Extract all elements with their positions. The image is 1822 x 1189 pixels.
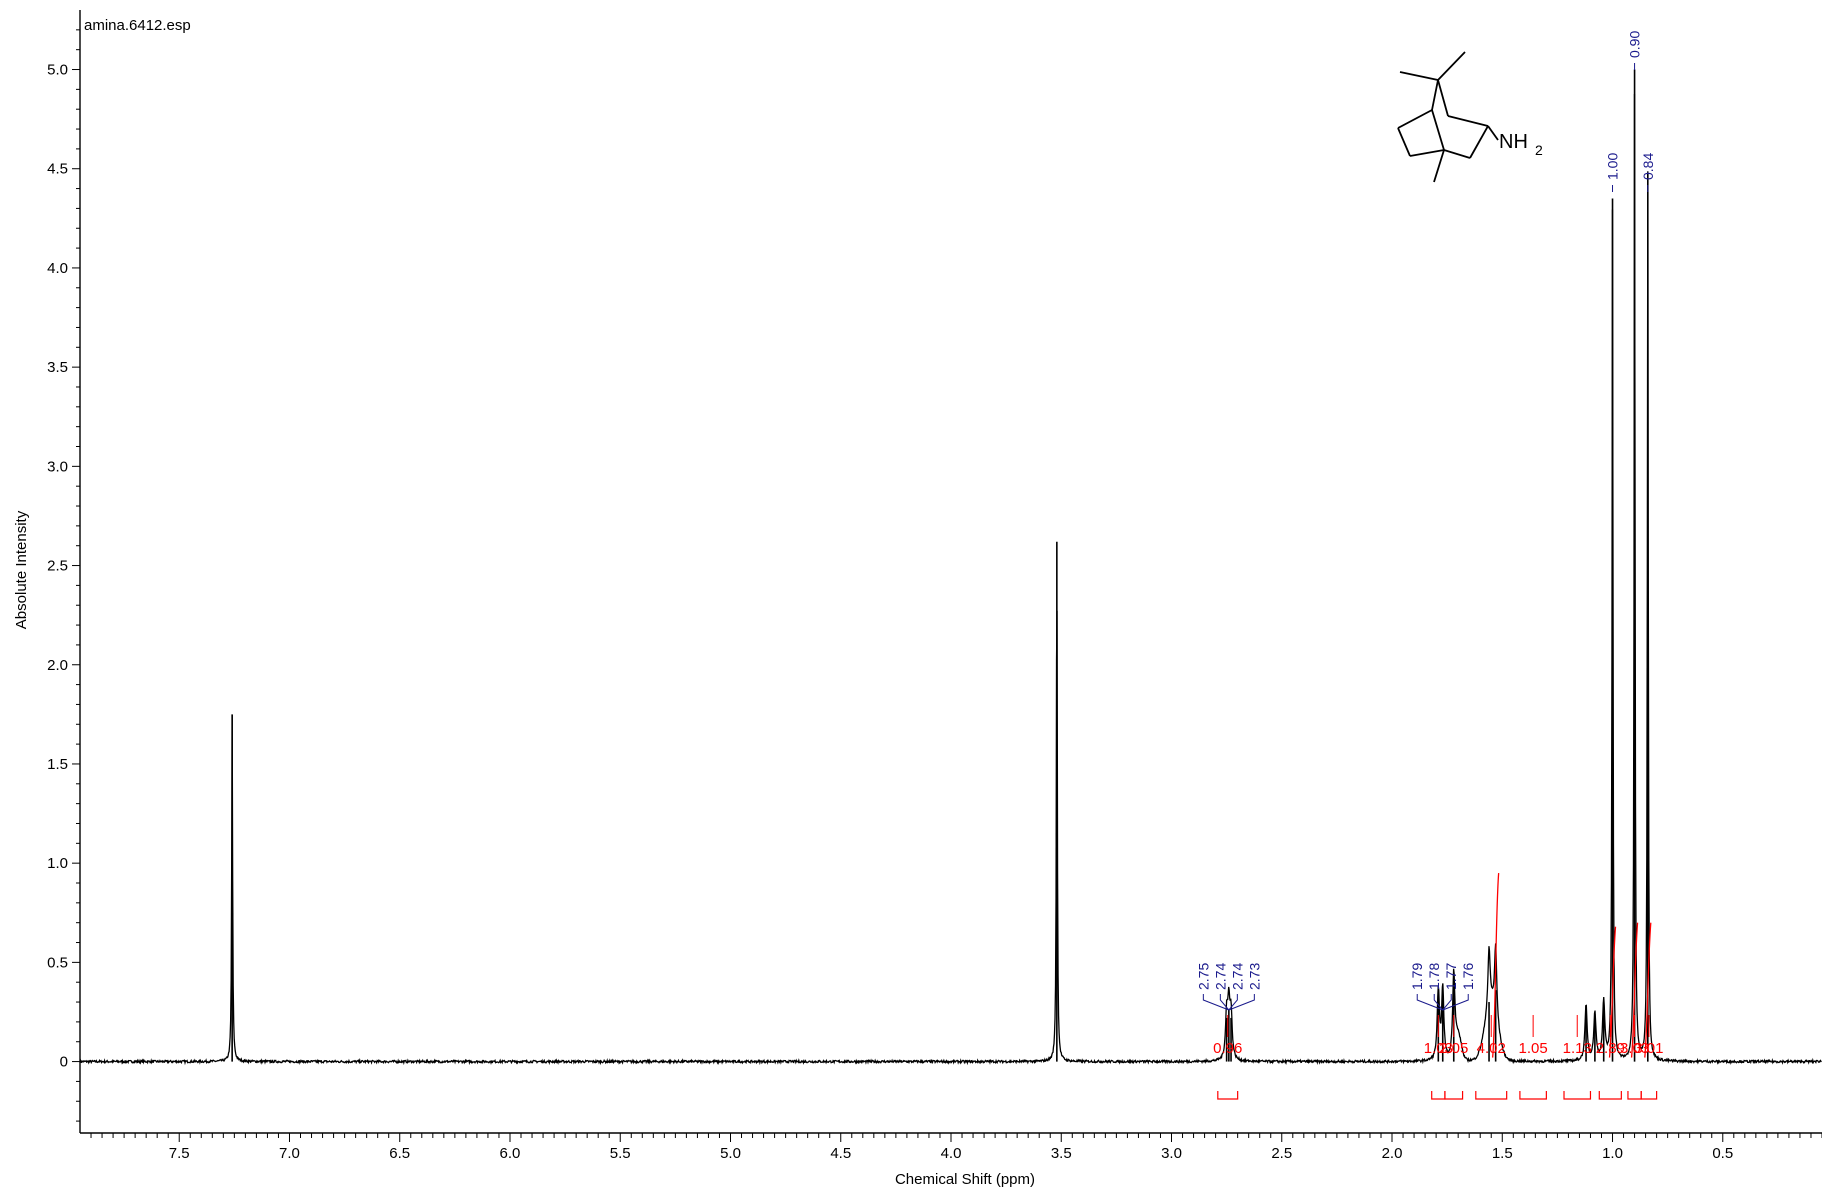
peak-label-connector [1219,994,1230,1011]
spectrum-line [79,93,1822,1066]
peak-labels: 2.75 2.74 2.74 2.73 1.79 1.78 1.77 1.761.000.90… [1195,31,1656,1011]
peak-label: 0.84 [1640,153,1656,180]
x-tick-label: 5.5 [610,1145,631,1162]
spectrum-trace [79,69,1822,1066]
y-tick-label: 4.0 [47,260,68,277]
y-tick-label: 1.5 [47,756,68,773]
integral-value: 4.02 [1477,1040,1506,1057]
peak-label: 2.73 [1246,963,1262,990]
x-tick-label: 0.5 [1712,1145,1733,1162]
file-label: amina.6412.esp [84,17,191,34]
integral-bracket [1627,1091,1642,1100]
x-tick-label: 3.0 [1161,1145,1182,1162]
peak-label: 1.76 [1460,963,1476,990]
integral-bracket [1475,1091,1508,1100]
integral-value: 0.96 [1213,1040,1242,1057]
x-tick-label: 3.5 [1051,1145,1072,1162]
y-axis-title: Absolute Intensity [13,510,30,629]
integral-value: 1.03 [1424,1040,1453,1057]
integral-curves: 0.96 1.032.05 4.02 1.05 1.13 2.893.033.01 [1213,873,1664,1100]
x-tick-label: 1.5 [1492,1145,1513,1162]
peak-label-connector [1442,994,1452,1011]
axes: 0 0.5 1.0 1.5 2.0 2.5 3.0 3.5 4.0 4.5 5.0 7.5 7.0 6.5… [47,10,1822,1162]
peak-label-connector [1433,994,1444,1011]
x-tick-label: 4.5 [830,1145,851,1162]
x-tick-label: 2.0 [1382,1145,1403,1162]
integral-bracket [1563,1091,1592,1100]
y-tick-label: 1.0 [47,855,68,872]
x-tick-label: 7.0 [279,1145,300,1162]
peak-label-connector [1202,994,1230,1011]
x-tick-label: 5.0 [720,1145,741,1162]
amine-subscript: 2 [1535,142,1543,158]
integral-bracket [1640,1091,1658,1100]
integral-curve [1492,873,1500,1058]
integral-bracket [1519,1091,1547,1100]
molecule-structure: NH 2 [1397,51,1543,183]
integral-value: 3.03 [1620,1040,1649,1057]
integral-value: 3.01 [1634,1040,1663,1057]
y-tick-label: 5.0 [47,62,68,79]
integral-curve [1630,922,1639,1058]
peak-label: 1.78 [1426,963,1442,990]
peak-label: 1.00 [1605,153,1621,180]
peak-label-connector [1228,994,1255,1011]
integral-value: 2.05 [1439,1040,1468,1057]
peak-label: 1.79 [1409,963,1425,990]
integral-curve [1644,922,1652,1058]
integral-bracket [1444,1091,1464,1100]
peak-label: 2.75 [1195,963,1211,990]
amine-label: NH [1499,131,1528,153]
peak-label-connector [1228,994,1238,1011]
peak-label: 0.90 [1627,31,1643,58]
peak-label-connector [1442,994,1469,1011]
y-tick-label: 3.5 [47,359,68,376]
x-tick-label: 1.0 [1602,1145,1623,1162]
integral-curve [1608,926,1617,1058]
y-tick-label: 3.0 [47,458,68,475]
peak-label-connector [1416,994,1443,1011]
x-tick-label: 2.5 [1271,1145,1292,1162]
integral-value: 1.13 [1563,1040,1592,1057]
peak-label: 2.74 [1212,963,1228,990]
y-tick-label: 4.5 [47,161,68,178]
y-tick-label: 2.5 [47,558,68,575]
integral-bracket [1431,1091,1446,1100]
x-tick-label: 7.5 [169,1145,190,1162]
integral-bracket [1598,1091,1622,1100]
integral-bracket [1217,1091,1239,1100]
peak-label: 2.74 [1229,963,1245,990]
integral-value: 1.05 [1519,1040,1548,1057]
x-tick-label: 6.0 [500,1145,521,1162]
y-tick-label: 0 [60,1054,68,1071]
x-tick-label: 6.5 [389,1145,410,1162]
y-tick-label: 2.0 [47,657,68,674]
peak-label: 1.77 [1443,963,1459,990]
x-axis-title: Chemical Shift (ppm) [895,1171,1035,1188]
x-tick-label: 4.0 [941,1145,962,1162]
y-tick-label: 0.5 [47,954,68,971]
